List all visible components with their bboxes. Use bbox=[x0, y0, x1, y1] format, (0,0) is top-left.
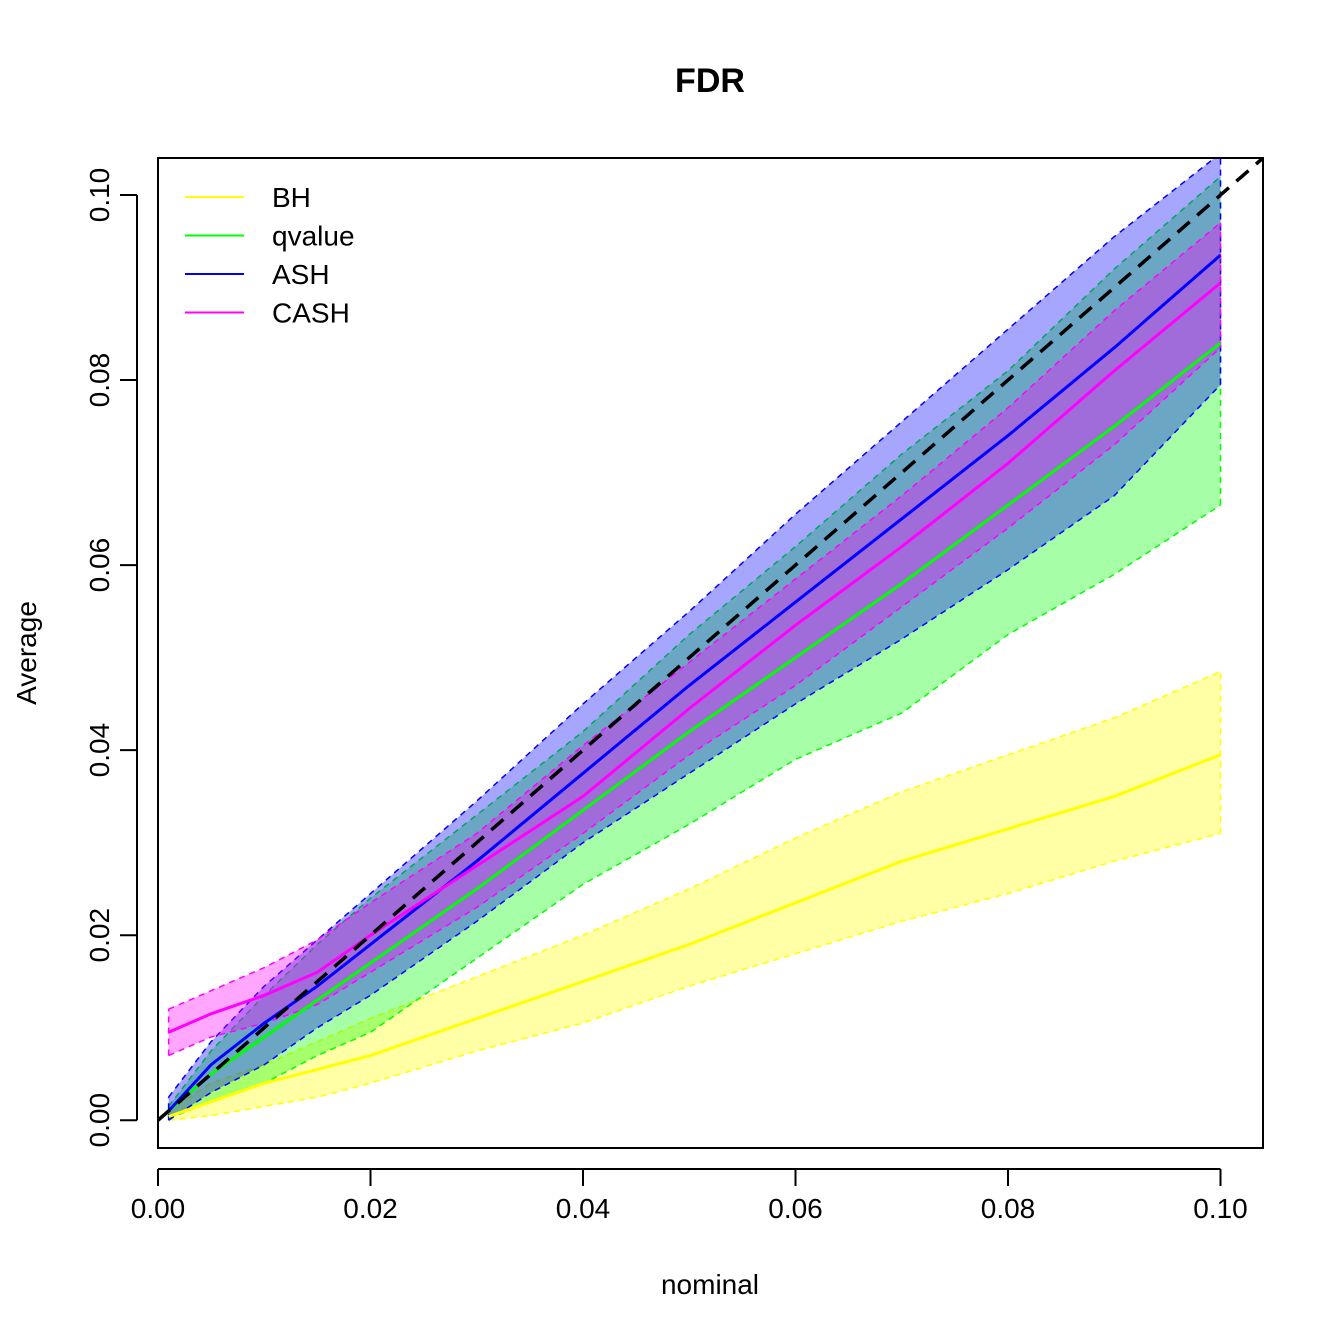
x-tick-label: 0.06 bbox=[768, 1193, 823, 1224]
confidence-bands bbox=[167, 158, 1222, 1121]
x-tick-label: 0.08 bbox=[981, 1193, 1036, 1224]
ash-band bbox=[168, 158, 1221, 1121]
y-axis-label: Average bbox=[11, 601, 42, 705]
legend-label-ash: ASH bbox=[272, 259, 330, 290]
ash-upper-bound bbox=[168, 158, 1216, 1098]
legend-label-qvalue: qvalue bbox=[272, 221, 355, 252]
x-tick-label: 0.04 bbox=[556, 1193, 611, 1224]
bh-mean-line bbox=[168, 753, 1222, 1118]
reference-line-group bbox=[158, 158, 1263, 1122]
ash-lower-bound bbox=[168, 384, 1222, 1121]
legend-label-bh: BH bbox=[272, 182, 311, 213]
cash-upper-bound bbox=[168, 222, 1221, 1010]
x-tick-label: 0.00 bbox=[131, 1193, 186, 1224]
bh-lower-bound bbox=[168, 832, 1221, 1121]
y-axis: 0.00 0.02 0.04 0.06 0.08 0.10 bbox=[84, 168, 138, 1148]
y-tick-label: 0.10 bbox=[84, 168, 115, 223]
reference-line bbox=[158, 158, 1263, 1122]
cash-mean-line bbox=[168, 281, 1222, 1034]
ash-mean-line bbox=[167, 253, 1222, 1113]
series-lines bbox=[167, 253, 1222, 1118]
chart-title: FDR bbox=[675, 62, 745, 100]
x-tick-label: 0.02 bbox=[343, 1193, 398, 1224]
y-tick-label: 0.00 bbox=[84, 1093, 115, 1148]
qvalue-band bbox=[168, 176, 1221, 1119]
plot-frame bbox=[157, 157, 1264, 1149]
bh-upper-bound bbox=[168, 670, 1221, 1112]
legend: BH qvalue ASH CASH bbox=[185, 182, 355, 329]
x-axis: 0.00 0.02 0.04 0.06 0.08 0.10 bbox=[131, 1168, 1248, 1224]
y-tick-label: 0.06 bbox=[84, 538, 115, 593]
y-tick-label: 0.02 bbox=[84, 908, 115, 963]
x-tick-label: 0.10 bbox=[1193, 1193, 1248, 1224]
y-tick-label: 0.08 bbox=[84, 353, 115, 408]
x-axis-label: nominal bbox=[661, 1269, 759, 1300]
legend-label-cash: CASH bbox=[272, 298, 350, 329]
bh-band bbox=[168, 671, 1221, 1121]
qvalue-mean-line bbox=[167, 341, 1222, 1113]
y-tick-label: 0.04 bbox=[84, 723, 115, 778]
cash-band bbox=[168, 222, 1221, 1056]
